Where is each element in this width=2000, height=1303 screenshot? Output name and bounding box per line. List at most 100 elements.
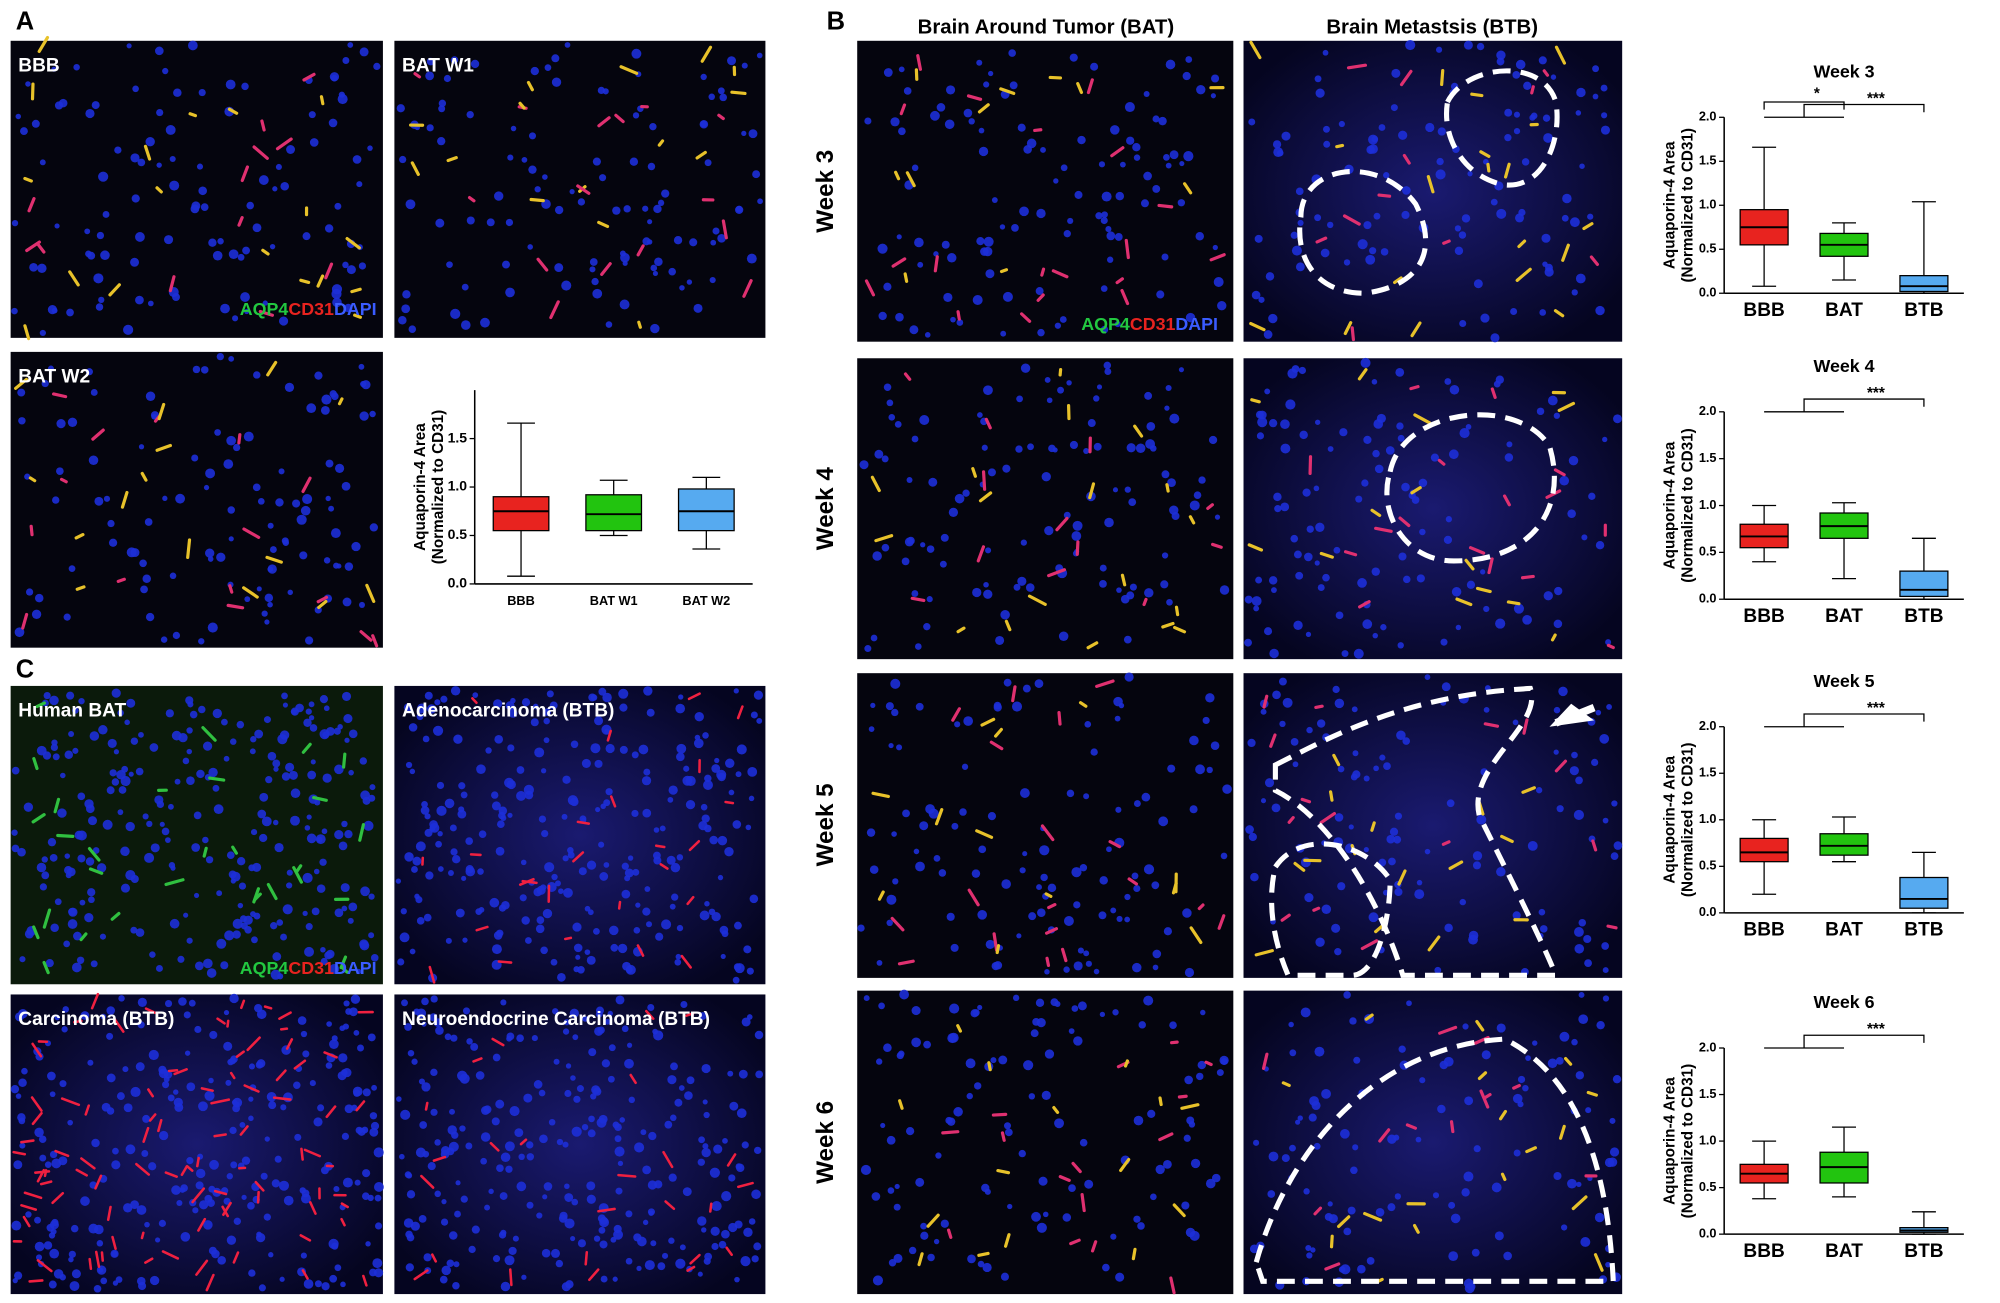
vessel — [1329, 790, 1334, 802]
nucleus — [940, 1219, 949, 1228]
vessel — [1127, 877, 1139, 886]
nucleus — [73, 931, 82, 941]
nucleus — [274, 1155, 282, 1163]
vessel — [157, 1119, 163, 1133]
nucleus — [269, 243, 276, 250]
y-axis-label: Aquaporin-4 Area — [412, 423, 429, 551]
nucleus — [144, 1221, 150, 1228]
nucleus — [646, 708, 655, 717]
nucleus — [205, 468, 216, 479]
nucleus — [1044, 377, 1051, 383]
vessel — [303, 1148, 322, 1158]
vessel — [1172, 1203, 1186, 1218]
nucleus — [756, 718, 763, 724]
nucleus — [1441, 682, 1451, 692]
vessel — [188, 112, 198, 118]
nucleus — [195, 1181, 204, 1190]
vessel — [265, 555, 283, 564]
nucleus — [344, 562, 354, 571]
column-header: Brain Around Tumor (BAT) — [918, 16, 1175, 38]
nucleus — [947, 1033, 958, 1044]
nucleus — [550, 958, 558, 966]
vessel — [1479, 1089, 1490, 1109]
vessel — [1173, 625, 1187, 634]
nucleus — [78, 697, 85, 705]
nucleus — [1115, 806, 1122, 813]
nucleus — [1355, 495, 1363, 503]
nucleus — [507, 744, 515, 752]
nucleus — [300, 505, 311, 516]
nucleus — [570, 797, 579, 807]
nucleus — [1435, 169, 1446, 180]
nucleus — [198, 186, 208, 196]
nucleus — [572, 922, 582, 932]
nucleus — [193, 811, 202, 820]
nucleus — [586, 860, 597, 870]
nucleus — [223, 1197, 231, 1205]
nucleus — [1106, 256, 1114, 263]
vessel — [144, 1007, 156, 1014]
nucleus — [68, 907, 78, 917]
vessel — [1363, 1211, 1383, 1222]
nucleus — [1571, 1038, 1578, 1046]
nucleus — [1068, 1028, 1075, 1034]
nucleus — [570, 1075, 576, 1081]
vessel — [1262, 694, 1269, 709]
nucleus — [1193, 491, 1202, 499]
nucleus — [891, 831, 897, 837]
nucleus — [1119, 161, 1126, 168]
vessel — [588, 1268, 600, 1282]
vessel — [1206, 503, 1214, 511]
nucleus — [224, 930, 235, 941]
nucleus — [186, 776, 195, 786]
vessel — [1027, 594, 1047, 606]
nucleus — [1271, 803, 1281, 813]
nucleus — [666, 855, 676, 865]
nucleus — [1352, 1144, 1359, 1151]
vessel — [213, 1133, 227, 1138]
nucleus — [610, 943, 619, 952]
nucleus — [449, 824, 457, 832]
nucleus — [319, 858, 327, 866]
nucleus — [1544, 267, 1554, 277]
nucleus — [881, 455, 889, 463]
vessel — [362, 1274, 368, 1287]
vessel — [1051, 269, 1069, 279]
nucleus — [20, 127, 28, 136]
nucleus — [711, 764, 721, 773]
vessel — [1342, 214, 1361, 226]
nucleus — [701, 1147, 711, 1158]
nucleus — [1569, 766, 1579, 776]
nucleus — [341, 905, 348, 912]
nucleus — [1437, 1104, 1446, 1114]
nucleus — [756, 52, 763, 59]
vessel — [685, 1011, 695, 1018]
nucleus — [125, 1144, 136, 1155]
vessel — [636, 244, 645, 257]
vessel — [222, 1201, 232, 1216]
nucleus — [334, 830, 344, 840]
nucleus — [617, 1160, 624, 1167]
nucleus — [305, 636, 314, 645]
nucleus — [1072, 520, 1083, 531]
nucleus — [1340, 1264, 1351, 1275]
nucleus — [940, 533, 949, 542]
nucleus — [198, 88, 206, 97]
nucleus — [1512, 719, 1519, 726]
nucleus — [347, 42, 354, 48]
vessel — [659, 863, 669, 870]
nucleus — [650, 323, 660, 334]
nucleus — [91, 1138, 100, 1148]
nucleus — [727, 56, 737, 66]
nucleus — [187, 40, 198, 51]
nucleus — [1339, 428, 1348, 437]
vessel — [1515, 267, 1532, 282]
nucleus — [228, 355, 235, 362]
nucleus — [709, 276, 716, 284]
vessel — [1504, 162, 1511, 179]
nucleus — [609, 925, 619, 936]
nucleus — [1506, 441, 1513, 448]
vessel — [976, 545, 986, 563]
nucleus — [325, 495, 331, 502]
nucleus — [208, 767, 218, 778]
